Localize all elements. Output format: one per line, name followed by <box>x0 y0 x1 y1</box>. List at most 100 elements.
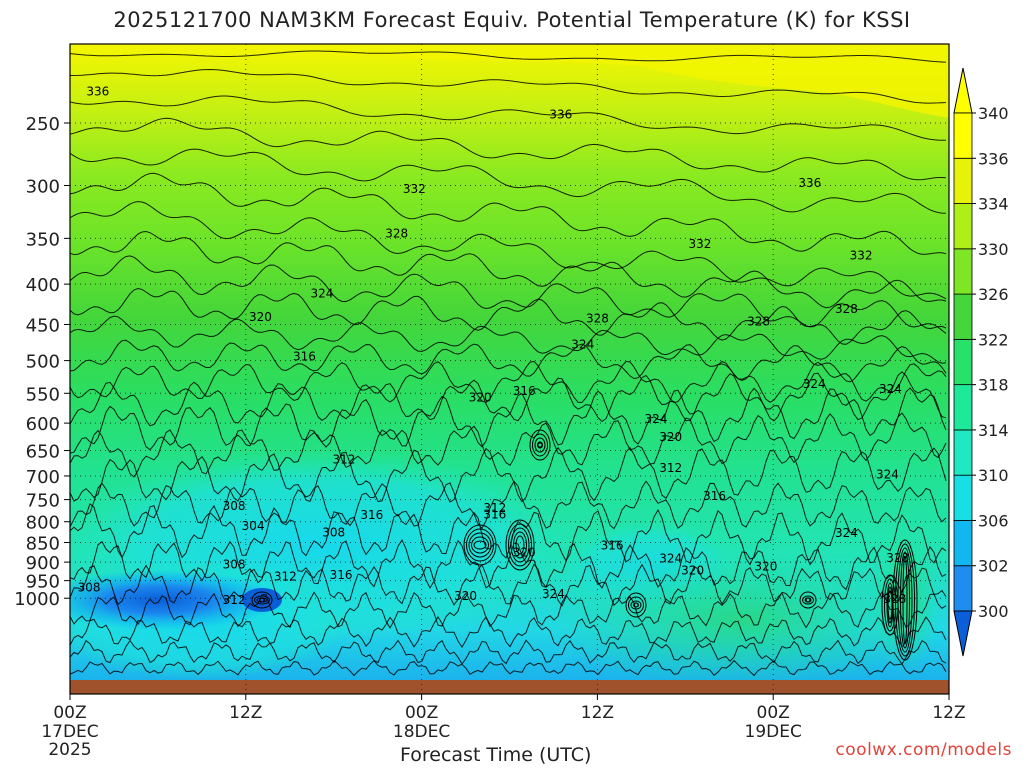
contour-line <box>70 503 947 566</box>
contour-line <box>70 446 947 503</box>
contour-label: 320 <box>454 589 477 603</box>
contour-line <box>70 360 947 404</box>
x-tick-year: 2025 <box>48 740 91 760</box>
colorbar-label: 302 <box>978 557 1009 576</box>
contour-ring <box>633 602 639 608</box>
contour-ring <box>254 595 270 605</box>
contour-ring <box>259 597 265 603</box>
contour-label: 320 <box>513 545 536 559</box>
contour-label: 324 <box>835 526 858 540</box>
contour-label: 324 <box>876 467 899 481</box>
y-tick-label: 1000 <box>14 589 60 610</box>
ground-strip <box>70 680 949 694</box>
y-tick-label: 750 <box>26 491 60 512</box>
contour-line <box>70 412 947 478</box>
contour-label: 328 <box>886 551 909 565</box>
x-tick-label: 00Z <box>405 703 438 723</box>
contour-line <box>70 117 947 181</box>
grid-layer <box>69 43 950 695</box>
contour-line <box>70 95 946 141</box>
colorbar-swatch <box>953 384 973 431</box>
contour-line <box>70 339 947 383</box>
contour-ring <box>515 535 525 555</box>
colorbar-label: 340 <box>978 104 1009 123</box>
contour-line <box>70 538 947 594</box>
x-tick-label: 12Z <box>581 703 614 723</box>
contour-label: 312 <box>223 593 246 607</box>
contour-label: 316 <box>293 349 316 363</box>
contour-ring <box>463 524 497 566</box>
contour-line <box>70 659 947 677</box>
contour-label: 324 <box>879 382 902 396</box>
contour-label: 320 <box>469 391 492 405</box>
y-tick-label: 550 <box>26 384 60 405</box>
colorbar-swatch <box>953 157 973 204</box>
x-tick-label: 12Z <box>229 703 262 723</box>
contour-label: 308 <box>322 526 345 540</box>
contour-label: 316 <box>330 568 353 582</box>
colorbar-label: 314 <box>978 421 1009 440</box>
field-yellow-cap <box>70 44 949 118</box>
colorbar-swatch <box>953 520 973 567</box>
x-tick-label: 00Z <box>757 703 790 723</box>
contour-label: 316 <box>601 538 624 552</box>
contour-line <box>70 201 947 300</box>
colorbar-top-arrow <box>953 67 973 114</box>
credit-link[interactable]: coolwx.com/models <box>835 740 1012 760</box>
plot-frame <box>69 43 950 695</box>
contour-ring <box>529 429 551 461</box>
contour-line <box>70 315 947 364</box>
colorbar-label: 330 <box>978 240 1009 259</box>
contour-label: 308 <box>223 557 246 571</box>
contour-label: 328 <box>586 311 609 325</box>
colorbar-label: 310 <box>978 466 1009 485</box>
y-tick-label: 950 <box>26 572 60 593</box>
contour-label: 324 <box>645 412 668 426</box>
contour-label: 320 <box>754 559 777 573</box>
colorbar: 300 302 306 310 314 318 322 326 330 334 336 340 <box>953 67 1009 657</box>
contour-label: 320 <box>659 430 682 444</box>
contour-line <box>70 148 947 214</box>
contour-ring <box>251 591 273 609</box>
contour-line <box>70 50 947 63</box>
contour-line <box>70 287 947 345</box>
contour-line <box>70 639 947 665</box>
contour-ring <box>534 437 546 453</box>
contour-ring <box>881 574 899 636</box>
y-tick-label: 250 <box>26 114 60 135</box>
y-tick-label: 700 <box>26 467 60 488</box>
contour-label: 332 <box>850 249 873 263</box>
y-tick-label: 650 <box>26 442 60 463</box>
contour-ring <box>625 592 647 618</box>
colorbar-swatch <box>953 112 973 159</box>
contour-label: 308 <box>223 499 246 513</box>
colorbar-swatch <box>953 203 973 250</box>
contour-label: 336 <box>86 84 109 98</box>
contour-ring <box>805 597 811 603</box>
colorbar-swatch <box>953 248 973 295</box>
contour-ring <box>886 582 894 628</box>
contour-line <box>70 68 947 104</box>
contour-label: 316 <box>513 384 536 398</box>
contour-label: 320 <box>681 563 704 577</box>
colorbar-swatch <box>953 338 973 386</box>
contour-label: 324 <box>571 337 594 351</box>
contour-label: 332 <box>688 237 711 251</box>
contour-label: 320 <box>249 310 272 324</box>
field-cold-core <box>242 588 282 612</box>
contour-label: 312 <box>659 461 682 475</box>
colorbar-label: 326 <box>978 285 1009 304</box>
contour-label: 316 <box>703 489 726 503</box>
contour-ring <box>473 540 487 550</box>
contour-ring <box>505 519 535 571</box>
contour-label: 312 <box>274 569 297 583</box>
colorbar-label: 322 <box>978 330 1009 349</box>
contour-label: 332 <box>403 182 426 196</box>
chart-title: 2025121700 NAM3KM Forecast Equiv. Potent… <box>113 8 911 32</box>
contour-label: 324 <box>803 377 826 391</box>
contour-label: 324 <box>659 551 682 565</box>
contour-line <box>70 387 947 454</box>
